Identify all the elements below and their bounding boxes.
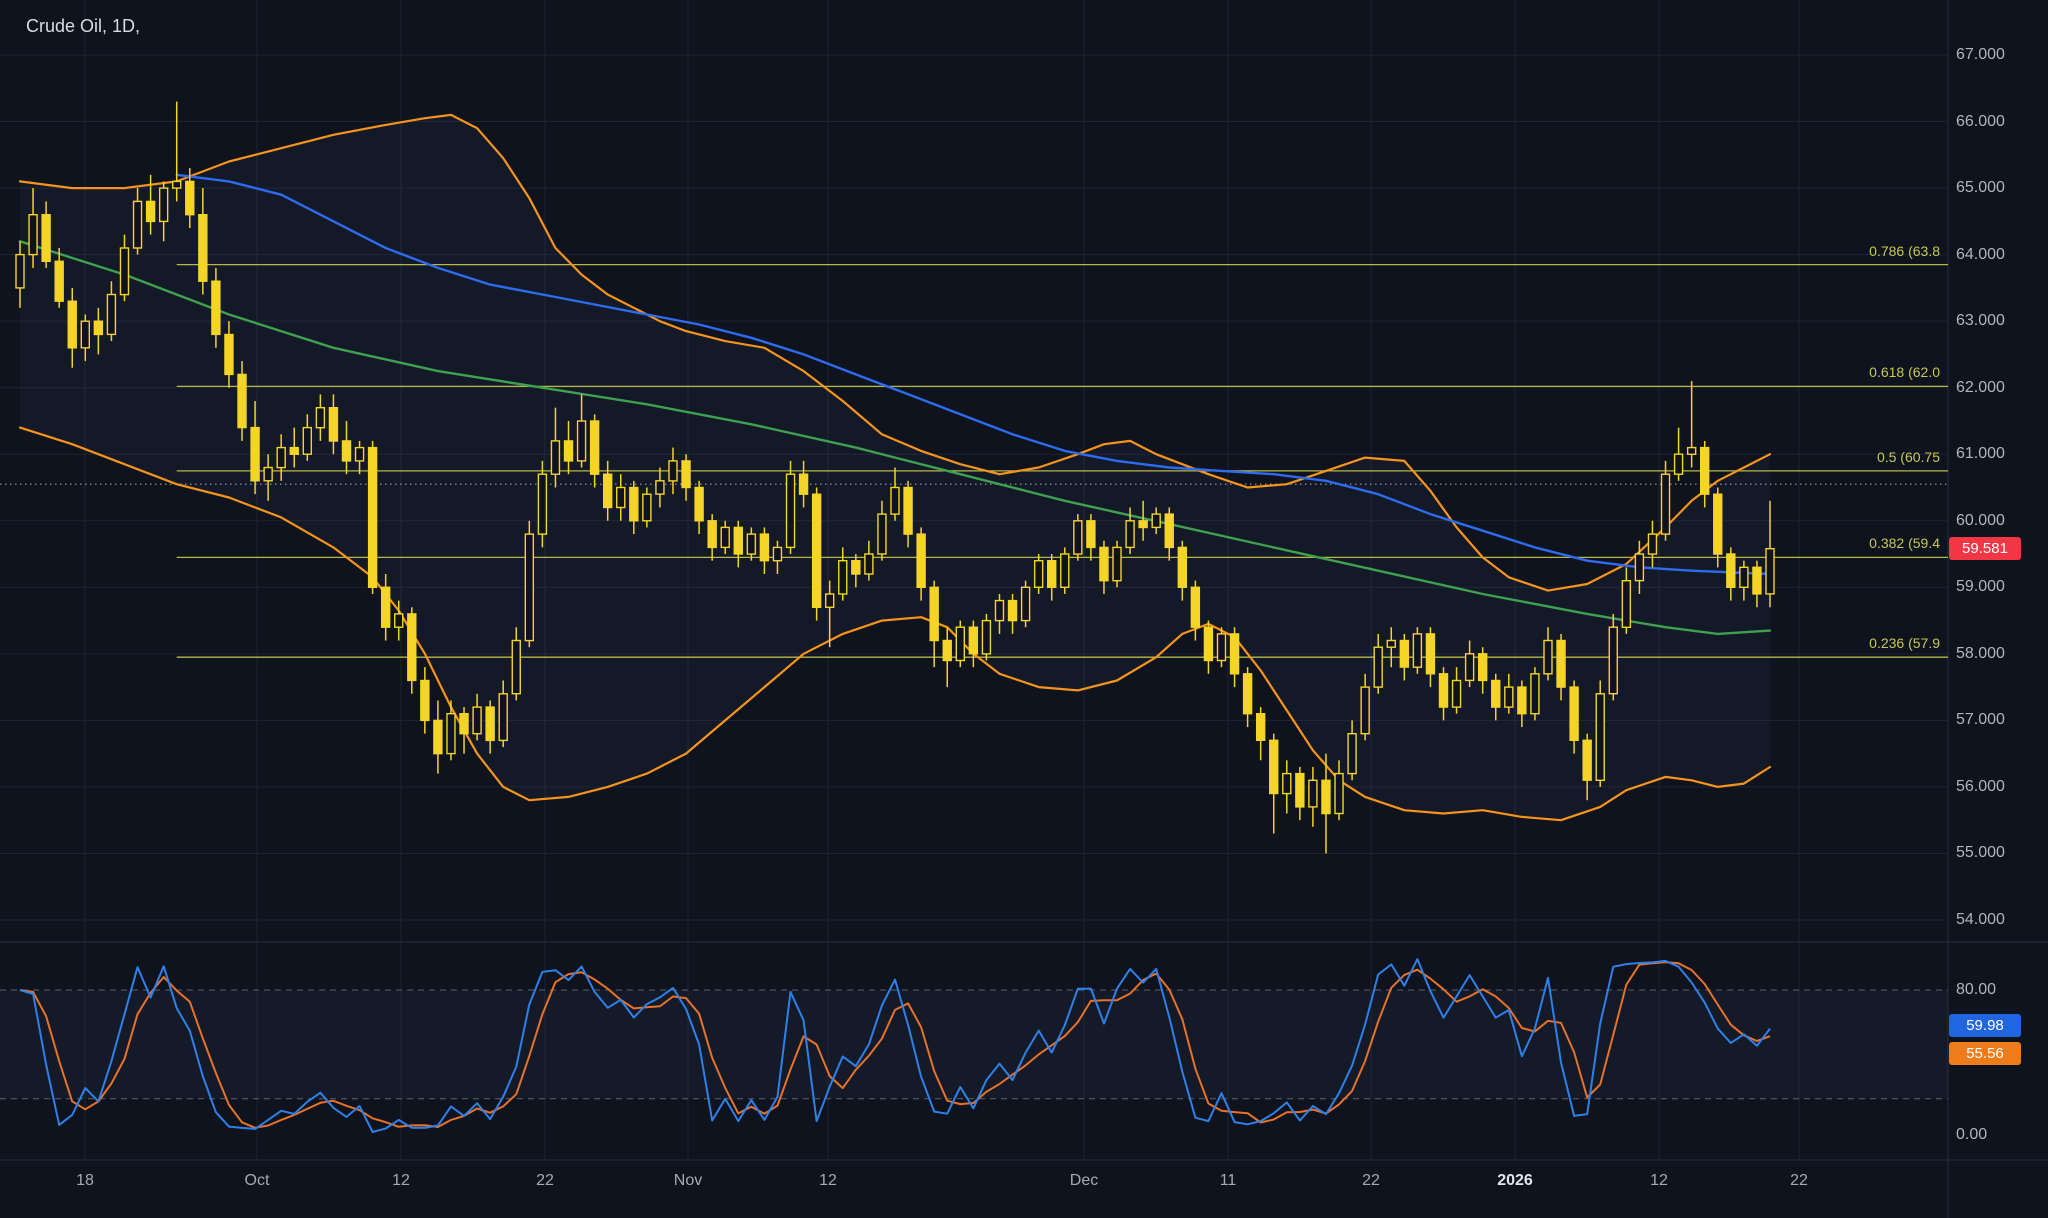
price-axis-label: 58.000 (1956, 644, 2005, 662)
price-axis-label: 60.000 (1956, 511, 2005, 529)
time-axis-label: Nov (673, 1172, 703, 1189)
price-axis-label: 55.000 (1956, 844, 2005, 862)
price-axis-label: 57.000 (1956, 711, 2005, 729)
price-axis-label: 62.000 (1956, 378, 2005, 396)
time-axis-label: Dec (1069, 1172, 1099, 1189)
oscillator-axis-label: 80.00 (1956, 981, 1997, 998)
price-axis-label: 64.000 (1956, 245, 2005, 263)
price-axis-label: 59.000 (1956, 578, 2005, 596)
price-axis[interactable]: 67.000 66.000 65.000 64.000 63.000 62.000 61.0… (1948, 0, 2048, 1218)
price-axis-label: 61.000 (1956, 445, 2005, 463)
price-axis-label: 65.000 (1956, 179, 2005, 197)
price-axis-label: 67.000 (1956, 46, 2005, 63)
time-axis-label: 11 (1219, 1172, 1237, 1189)
price-axis-label: 54.000 (1956, 910, 2005, 928)
time-axis[interactable]: 18 Oct 12 22 Nov 12 Dec 11 22 2026 12 22 (0, 1160, 2048, 1218)
time-axis-label: Oct (244, 1172, 270, 1189)
stoch-d-badge: 55.56 (1949, 1042, 2021, 1066)
time-axis-label: 22 (1362, 1172, 1380, 1189)
time-axis-label: 22 (1790, 1172, 1808, 1189)
time-axis-label: 12 (392, 1172, 410, 1189)
time-axis-label: 12 (1650, 1172, 1668, 1189)
time-axis-label: 12 (819, 1172, 837, 1189)
time-axis-label: 2026 (1497, 1172, 1533, 1189)
price-axis-label: 56.000 (1956, 777, 2005, 795)
time-axis-label: 22 (536, 1172, 554, 1189)
last-price-badge: 59.581 (1949, 536, 2021, 560)
stoch-k-badge: 59.98 (1949, 1014, 2021, 1038)
price-axis-label: 63.000 (1956, 312, 2005, 330)
price-axis-label: 66.000 (1956, 112, 2005, 130)
oscillator-axis-label: 0.00 (1956, 1126, 1988, 1143)
time-axis-label: 18 (76, 1172, 94, 1189)
symbol-title[interactable]: Crude Oil, 1D, (26, 16, 141, 36)
